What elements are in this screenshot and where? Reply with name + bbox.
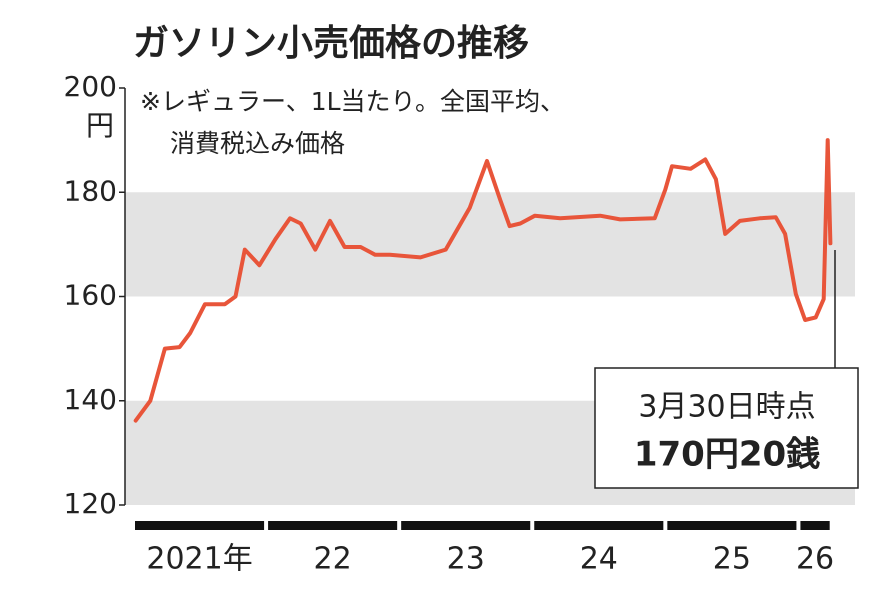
y-tick-label: 140	[64, 383, 117, 416]
x-tick-label: 26	[796, 542, 834, 577]
x-tick-label: 23	[447, 542, 485, 577]
year-bar	[534, 521, 664, 530]
year-bar	[401, 521, 531, 530]
y-tick-label: 180	[64, 174, 117, 207]
note: ※レギュラー、1L当たり。全国平均、	[140, 87, 565, 116]
y-tick-label: 160	[64, 279, 117, 312]
x-tick-label: 24	[580, 542, 618, 577]
note: 消費税込み価格	[170, 129, 345, 158]
x-tick-label: 25	[713, 542, 751, 577]
price-line	[133, 138, 833, 423]
annotation-box	[594, 367, 859, 489]
grid-band	[125, 192, 855, 297]
year-bar	[800, 521, 830, 530]
chart-title: ガソリン小売価格の推移	[133, 23, 529, 64]
year-bar	[667, 521, 797, 530]
x-tick-label: 2021年	[146, 542, 252, 577]
y-tick-label: 120	[64, 487, 117, 520]
year-bar	[135, 521, 265, 530]
annotation-text: 3月30日時点	[638, 390, 815, 425]
y-tick-label: 200	[64, 70, 117, 103]
y-unit: 円	[86, 109, 114, 142]
annotation-text: 170円20銭	[634, 435, 820, 475]
year-bar	[268, 521, 398, 530]
x-tick-label: 22	[314, 542, 352, 577]
